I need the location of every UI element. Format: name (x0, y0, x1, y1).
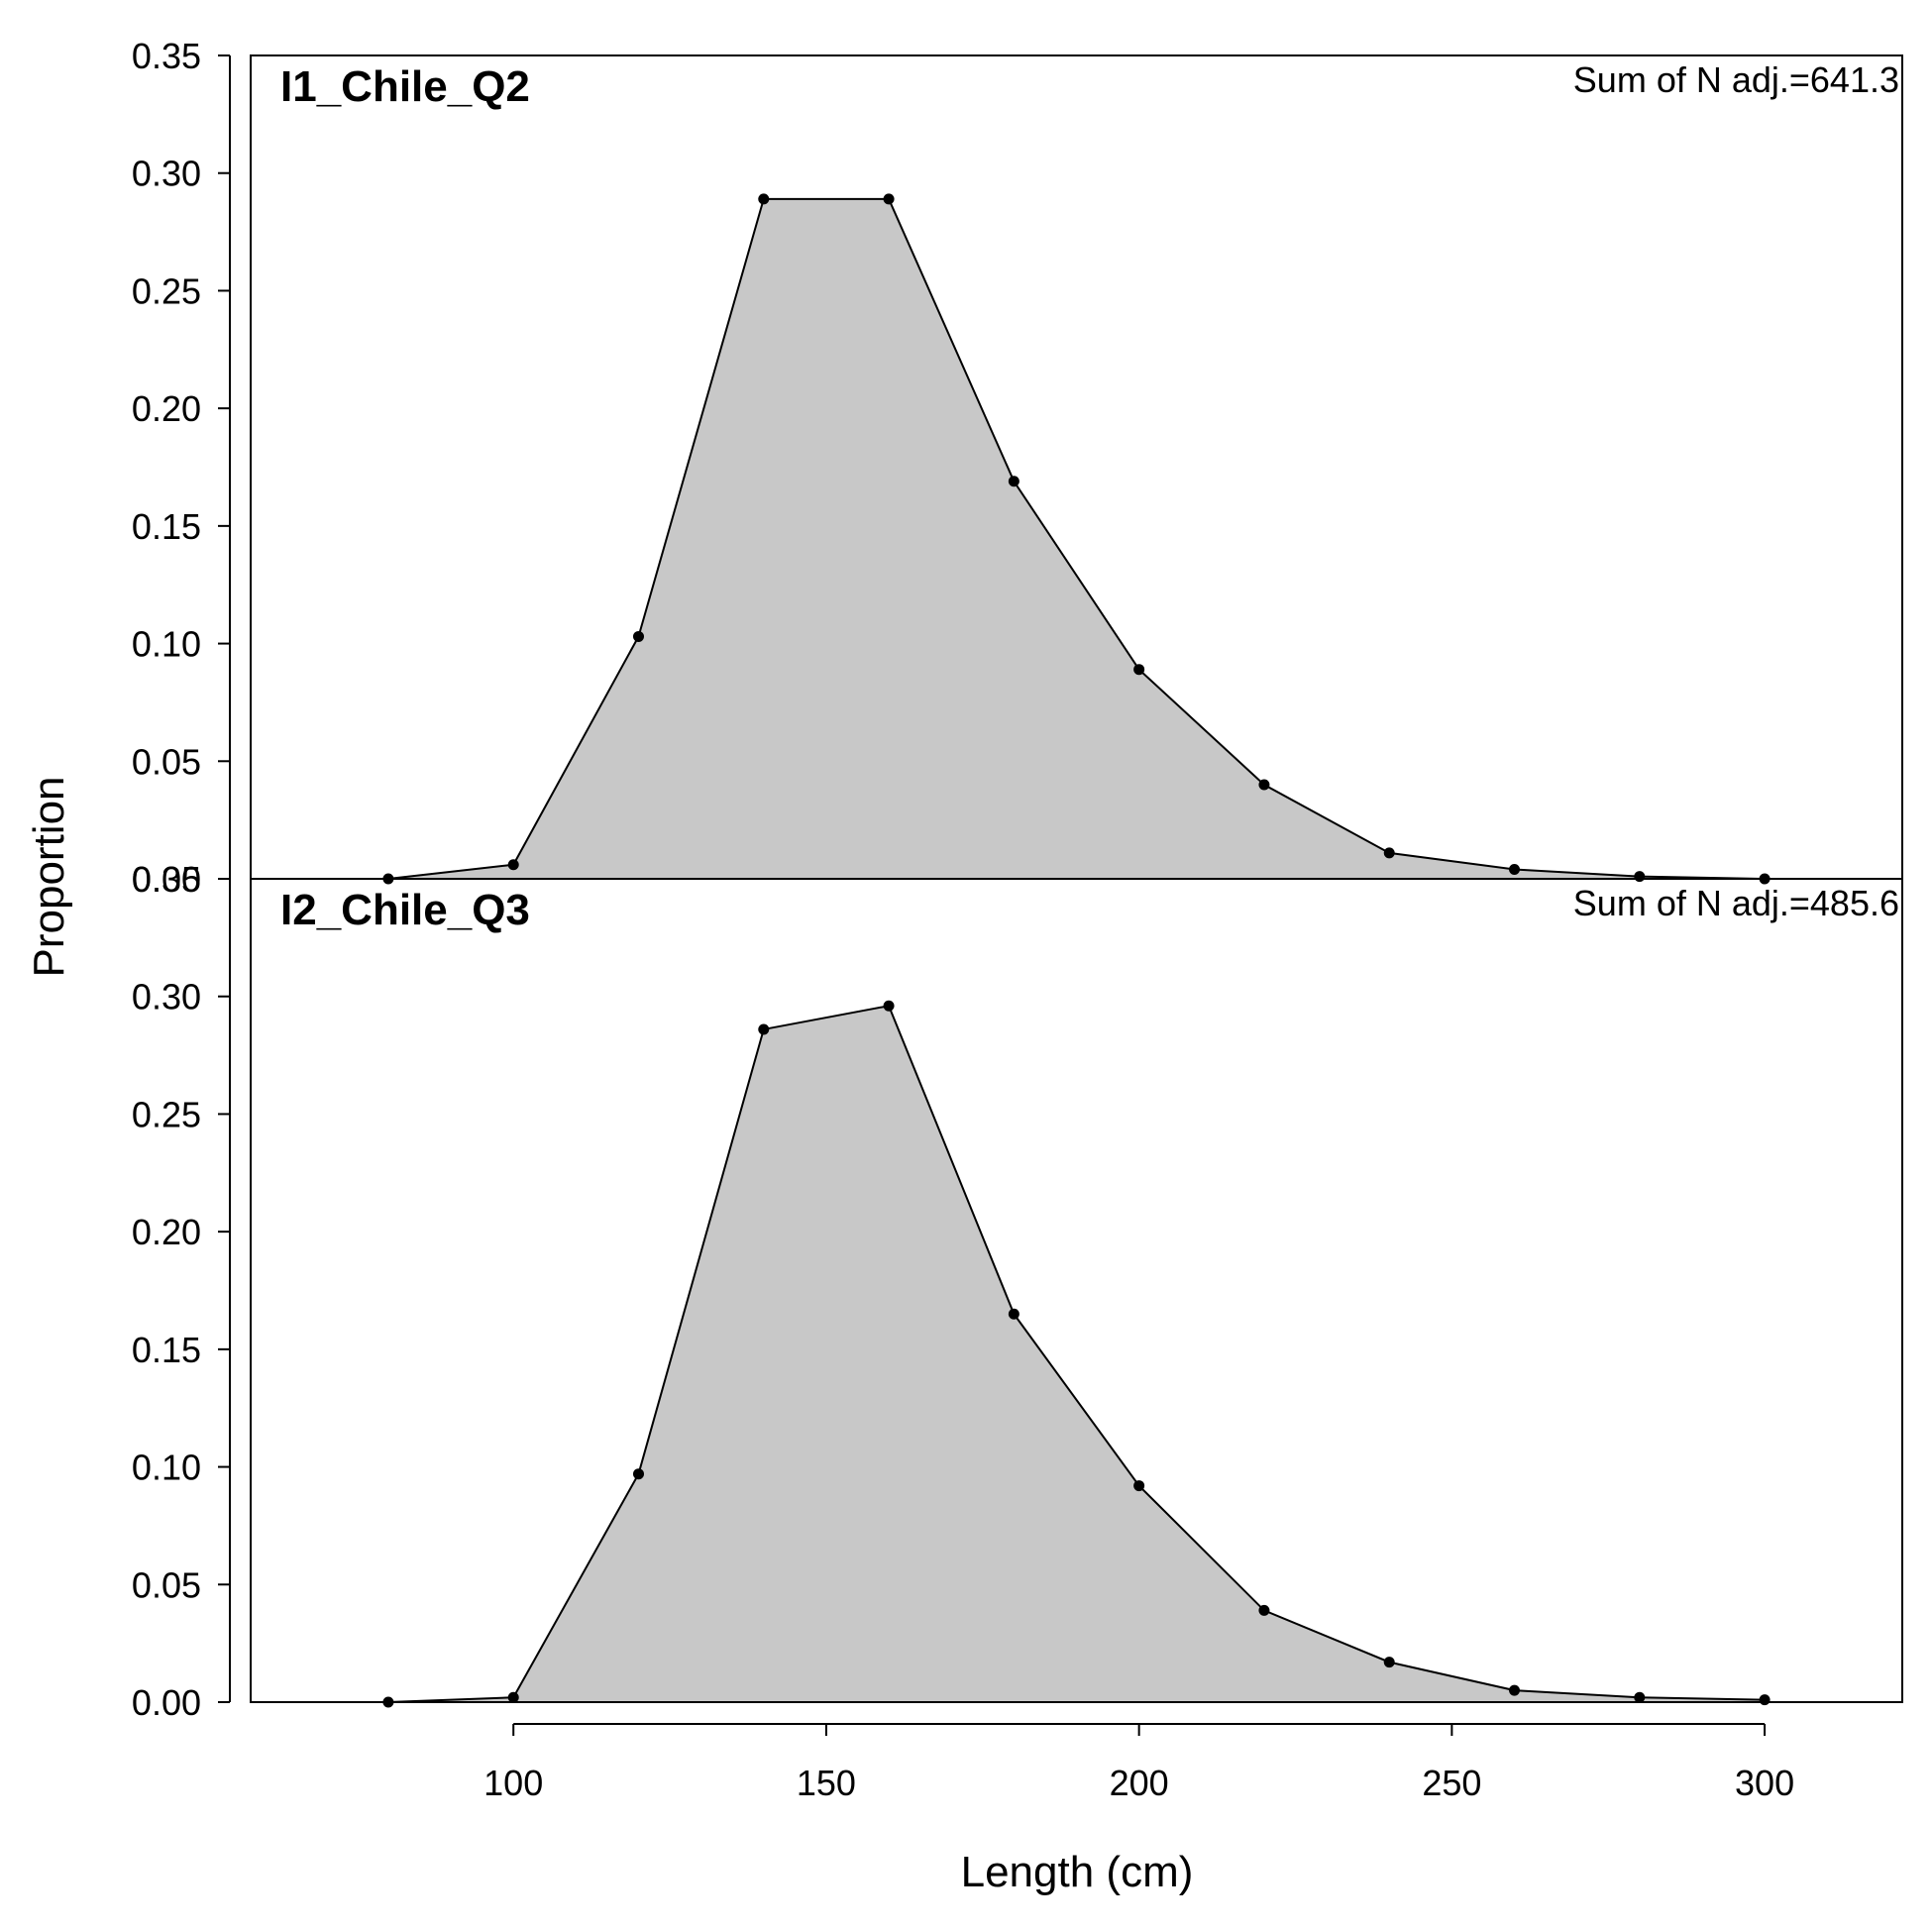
data-point (1634, 871, 1646, 883)
y-tick-label: 0.15 (132, 1330, 201, 1370)
data-point (1133, 1480, 1145, 1492)
data-point (1509, 864, 1521, 876)
x-tick-label: 100 (483, 1763, 543, 1803)
y-tick-label: 0.00 (132, 1682, 201, 1723)
x-axis: 100 150 200 250 300 (483, 1723, 1794, 1803)
data-point (507, 1691, 519, 1703)
x-tick-label: 250 (1422, 1763, 1481, 1803)
y-tick-label: 0.10 (132, 624, 201, 665)
panel-bottom: 0.00 0.05 0.10 0.15 0.20 0.25 0.30 0.35 I2_Chile… (132, 859, 1903, 1723)
data-point (758, 193, 770, 205)
x-axis-title: Length (cm) (961, 1848, 1194, 1896)
x-tick-label: 150 (797, 1763, 856, 1803)
data-point (507, 859, 519, 871)
x-tick-label: 200 (1110, 1763, 1169, 1803)
area-fill (387, 1006, 1766, 1702)
y-tick-label: 0.25 (132, 270, 201, 311)
area-fill (387, 198, 1766, 880)
panel-top: 0.00 0.05 0.10 0.15 0.20 0.25 0.30 0.35 I1_Chile… (132, 36, 1903, 900)
panel-frame (250, 878, 1903, 1703)
data-point (1258, 779, 1270, 791)
data-point (1008, 476, 1020, 487)
y-tick-label: 0.35 (132, 859, 201, 900)
data-point (632, 630, 644, 642)
data-point (1008, 1308, 1020, 1320)
y-tick-label: 0.35 (132, 36, 201, 76)
data-point (883, 193, 895, 205)
y-tick-label: 0.30 (132, 154, 201, 194)
y-tick-label: 0.20 (132, 388, 201, 429)
y-tick-label: 0.05 (132, 741, 201, 782)
panel-annotation: Sum of N adj.=641.3 (1573, 59, 1899, 100)
data-point (1509, 1684, 1521, 1696)
data-point (1759, 1694, 1771, 1706)
data-point (1383, 1657, 1395, 1668)
data-point (1383, 847, 1395, 859)
data-point (1258, 1604, 1270, 1616)
y-tick-label: 0.20 (132, 1212, 201, 1252)
series-line (387, 1005, 1766, 1703)
y-tick-label: 0.25 (132, 1094, 201, 1134)
panel-title: I1_Chile_Q2 (280, 62, 530, 111)
data-point (758, 1023, 770, 1035)
panel-annotation: Sum of N adj.=485.6 (1573, 883, 1899, 923)
data-point (1133, 664, 1145, 676)
y-tick-label: 0.05 (132, 1564, 201, 1605)
y-tick-label: 0.00 (132, 859, 201, 900)
y-axis-title: Proportion (25, 776, 73, 977)
data-point (883, 1000, 895, 1012)
x-tick-label: 300 (1735, 1763, 1794, 1803)
y-tick-label: 0.30 (132, 977, 201, 1018)
panel-title: I2_Chile_Q3 (280, 886, 530, 934)
y-tick-label: 0.15 (132, 506, 201, 547)
data-point (632, 1468, 644, 1480)
y-tick-label: 0.10 (132, 1448, 201, 1488)
series-line (387, 197, 1766, 880)
data-point (1634, 1691, 1646, 1703)
